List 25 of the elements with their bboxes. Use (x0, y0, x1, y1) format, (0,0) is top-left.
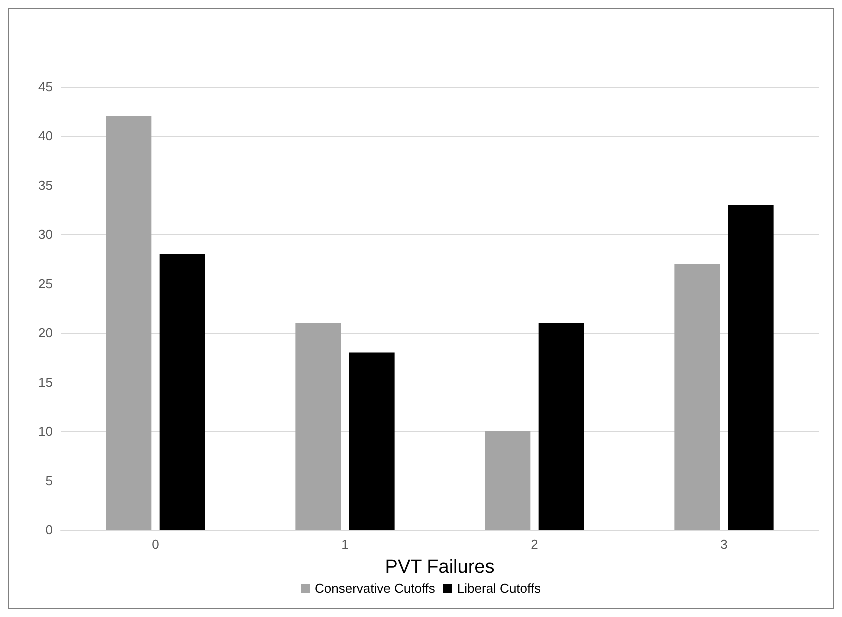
bar (538, 323, 584, 530)
x-tick-label: 0 (152, 537, 160, 552)
legend-label: Conservative Cutoffs (314, 581, 436, 596)
y-tick-label: 45 (38, 80, 53, 94)
bar (160, 254, 206, 530)
legend-label: Liberal Cutoffs (457, 581, 542, 596)
y-tick-label: 25 (38, 276, 53, 292)
x-tick-label: 3 (720, 537, 728, 552)
y-tick-label: 10 (38, 424, 53, 440)
y-tick-label: 35 (38, 178, 53, 193)
bar (485, 432, 531, 530)
x-tick-label: 1 (342, 537, 349, 552)
x-axis-title: PVT Failures (385, 557, 495, 578)
bar (106, 116, 152, 530)
y-tick-label: 40 (38, 128, 53, 144)
bar (674, 264, 720, 530)
y-tick-label: 20 (38, 326, 53, 341)
bar (728, 205, 774, 530)
y-tick-label: 0 (46, 522, 53, 538)
y-tick-label: 30 (38, 227, 53, 242)
y-tick-label: 5 (46, 473, 53, 488)
y-tick-label: 15 (38, 374, 53, 390)
bar (349, 352, 395, 530)
x-tick-label: 2 (531, 537, 538, 552)
bar (296, 323, 342, 530)
